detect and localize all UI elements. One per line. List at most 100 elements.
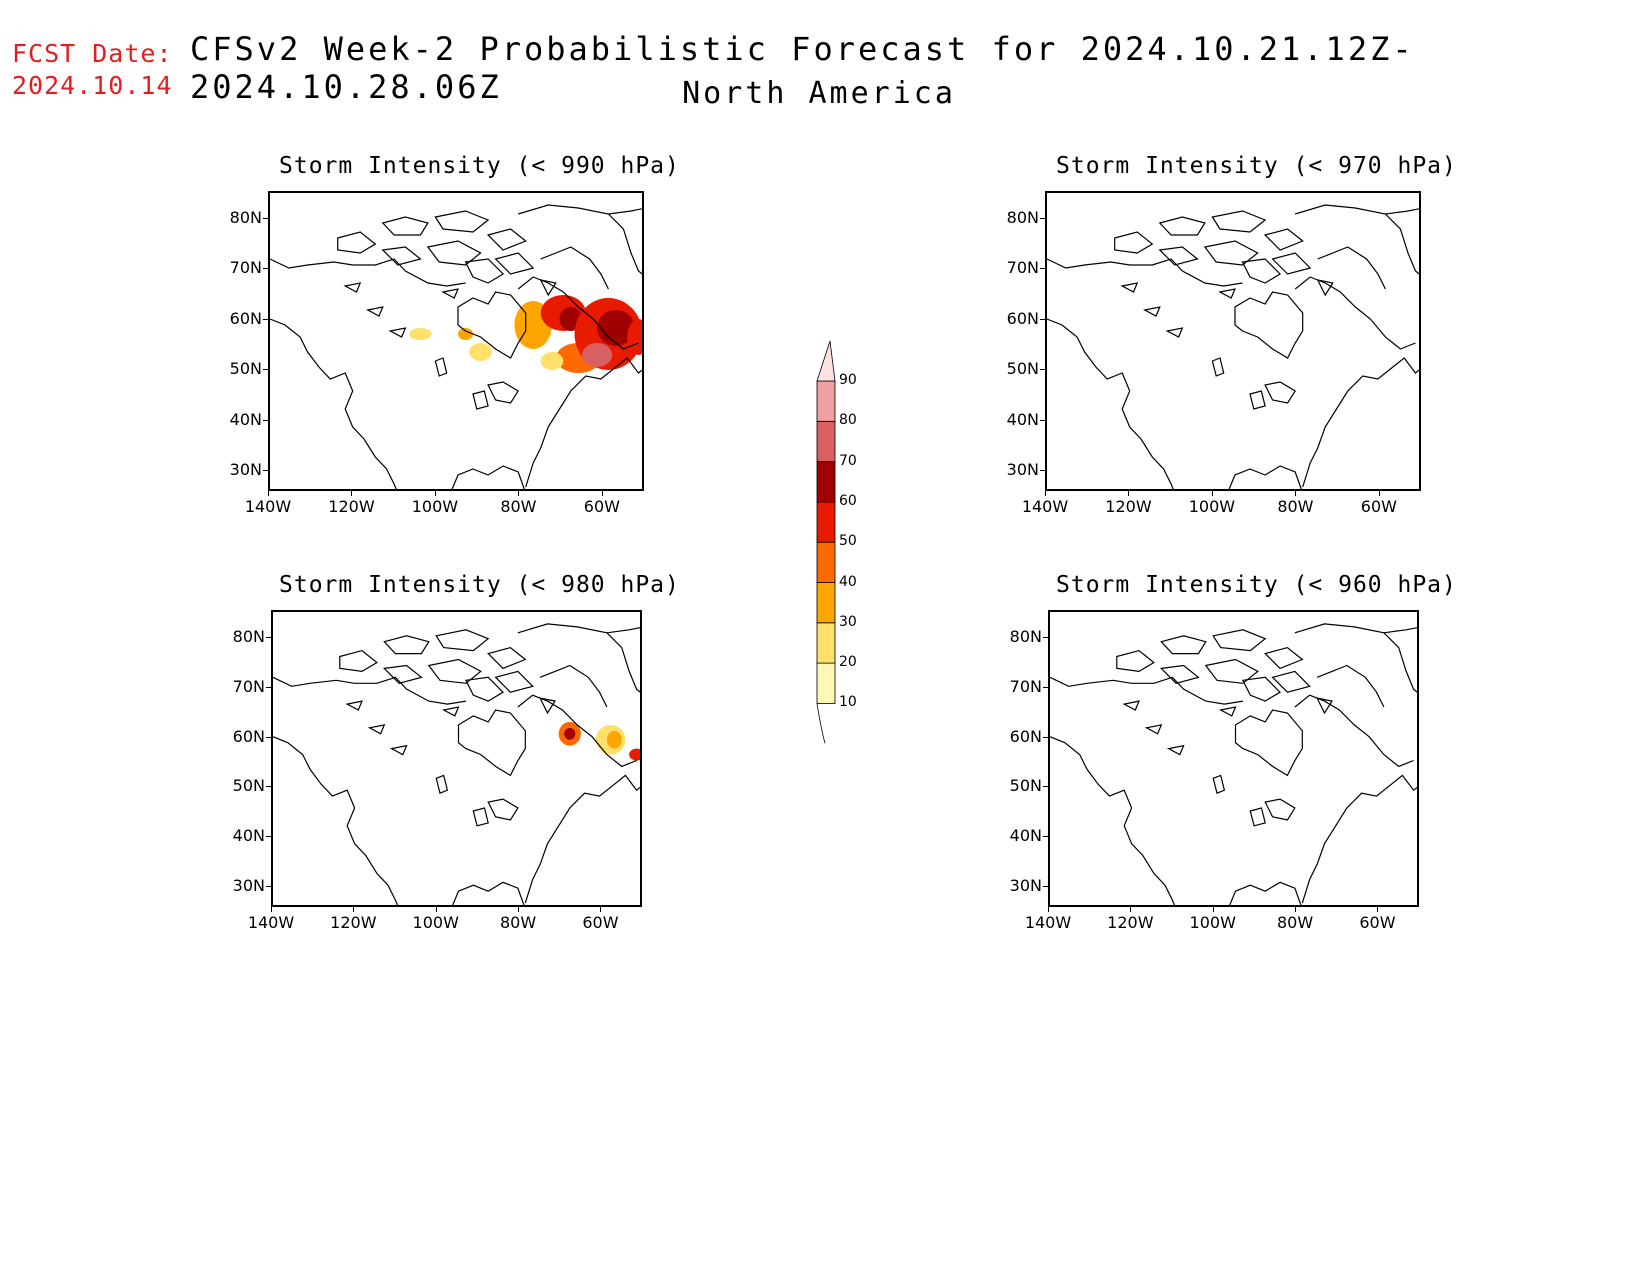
longitude-label: 120W xyxy=(1107,913,1154,932)
latitude-label: 30N xyxy=(1009,876,1042,896)
coastline xyxy=(1204,658,1259,684)
latitude-label: 80N xyxy=(1009,626,1042,646)
panel-title: Storm Intensity (< 980 hPa) xyxy=(279,572,680,598)
longitude-label: 80W xyxy=(500,497,537,516)
latitude-label: 70N xyxy=(229,258,262,278)
latitude-label: 80N xyxy=(229,208,262,227)
panel-title: Storm Intensity (< 960 hPa) xyxy=(1056,572,1457,598)
latitude-label: 70N xyxy=(1009,676,1042,696)
colorbar-segment xyxy=(816,622,836,664)
coastline xyxy=(1218,288,1236,299)
coastline xyxy=(1241,676,1281,702)
coastline xyxy=(1241,258,1282,284)
forecast-date-block: FCST Date: 2024.10.14 xyxy=(12,38,173,102)
coastline xyxy=(426,240,482,266)
coastline xyxy=(1263,228,1304,251)
coastline xyxy=(1316,279,1334,297)
longitude-tick xyxy=(600,907,602,912)
coastline xyxy=(435,629,490,652)
coastline xyxy=(388,327,407,338)
coastline xyxy=(1166,744,1185,756)
probability-region xyxy=(606,730,622,749)
latitude-tick xyxy=(1043,836,1048,838)
coastline xyxy=(343,282,362,293)
coastline xyxy=(1211,210,1267,233)
longitude-tick xyxy=(268,491,269,496)
longitude-tick xyxy=(601,491,603,496)
longitude-tick xyxy=(351,491,353,496)
coastline xyxy=(472,390,489,410)
coastline xyxy=(1317,246,1386,290)
coastline xyxy=(472,807,489,827)
latitude-tick xyxy=(1040,470,1045,471)
latitude-label: 50N xyxy=(232,776,265,796)
coastline xyxy=(1114,231,1154,254)
probability-region xyxy=(597,310,635,346)
probability-region xyxy=(582,343,613,367)
coastline xyxy=(1143,306,1161,317)
coastline xyxy=(1294,276,1416,350)
colorbar-level-label: 20 xyxy=(839,654,857,671)
coastline xyxy=(464,258,505,284)
coastline xyxy=(1302,357,1419,488)
latitude-tick xyxy=(263,268,268,270)
latitude-tick xyxy=(263,369,268,371)
longitude-tick xyxy=(1295,491,1297,496)
latitude-tick xyxy=(1043,686,1048,688)
longitude-label: 80W xyxy=(1277,497,1314,516)
latitude-tick xyxy=(1040,318,1045,320)
longitude-label: 80W xyxy=(1276,913,1314,932)
coastline xyxy=(366,306,384,317)
longitude-label: 60W xyxy=(1360,497,1397,516)
longitude-tick xyxy=(1128,491,1130,496)
coastline xyxy=(1249,390,1266,410)
coastline xyxy=(1264,646,1304,670)
longitude-tick xyxy=(518,907,520,912)
map-frame xyxy=(268,191,644,491)
forecast-date-label: FCST Date: xyxy=(12,39,173,68)
latitude-label: 40N xyxy=(1009,826,1042,846)
latitude-label: 40N xyxy=(1006,409,1039,429)
coastline xyxy=(367,724,386,735)
coastline xyxy=(1301,774,1417,904)
coastline xyxy=(1264,798,1296,821)
latitude-label: 80N xyxy=(232,626,265,646)
coastline xyxy=(337,231,377,254)
coastline xyxy=(1212,629,1267,652)
coastline xyxy=(441,288,459,299)
coastline xyxy=(1264,381,1297,404)
probability-region xyxy=(469,343,492,361)
colorbar-level-label: 60 xyxy=(839,492,857,509)
coastline xyxy=(539,697,556,715)
colorbar-top-arrow xyxy=(816,340,836,382)
longitude-tick xyxy=(353,907,355,912)
coastline xyxy=(434,210,490,233)
colorbar-level-label: 10 xyxy=(839,694,857,711)
latitude-label: 70N xyxy=(1006,258,1039,278)
coastline xyxy=(487,798,519,821)
coastline xyxy=(1229,881,1302,905)
latitude-label: 60N xyxy=(229,308,262,328)
coastline xyxy=(1122,700,1140,711)
north-america-map xyxy=(1047,204,1419,489)
coastline xyxy=(517,623,640,693)
latitude-tick xyxy=(266,636,271,638)
latitude-tick xyxy=(1040,268,1045,270)
longitude-tick xyxy=(1211,491,1213,496)
coastline xyxy=(1228,465,1302,489)
coastline xyxy=(1294,623,1417,693)
coastline xyxy=(539,664,608,708)
longitude-tick xyxy=(434,491,436,496)
coastline xyxy=(1212,774,1226,795)
longitude-label: 60W xyxy=(582,913,619,932)
longitude-label: 80W xyxy=(499,913,537,932)
colorbar-segment xyxy=(816,461,836,503)
longitude-label: 120W xyxy=(328,497,375,516)
latitude-tick xyxy=(266,736,271,738)
latitude-tick xyxy=(263,318,268,320)
latitude-tick xyxy=(263,470,268,471)
latitude-label: 40N xyxy=(232,826,265,846)
coastline xyxy=(273,736,399,905)
longitude-label: 60W xyxy=(583,497,620,516)
